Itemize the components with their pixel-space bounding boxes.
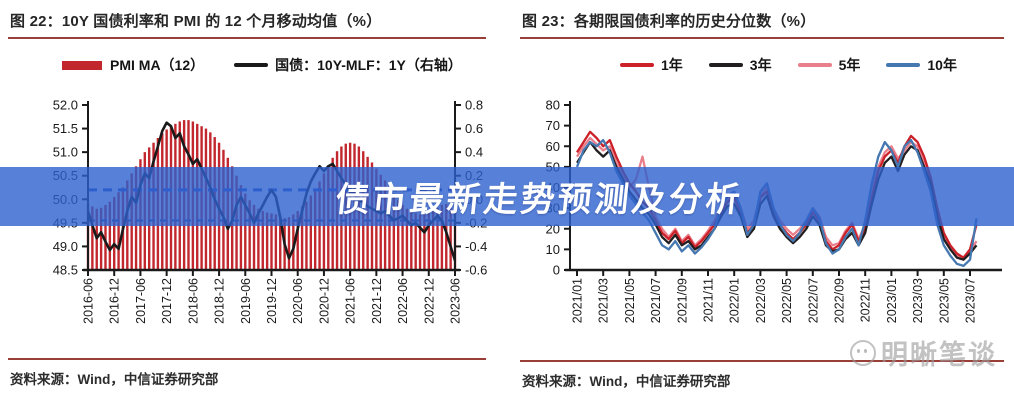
left-axis-tick-label: 49.0 bbox=[53, 239, 78, 254]
watermark-text: 明晰笔谈 bbox=[881, 340, 997, 370]
figure-23-y-label: 70 bbox=[546, 118, 560, 133]
figure-23-y-label: 0 bbox=[553, 263, 560, 278]
bond-spread-legend-label: 国债：10Y-MLF：1Y（右轴） bbox=[275, 57, 462, 73]
figure-23-x-label: 2023/01 bbox=[885, 278, 899, 323]
left-axis-tick-label: 51.5 bbox=[53, 121, 78, 136]
figure-23-y-label: 60 bbox=[546, 139, 560, 154]
legend-label-10y: 10年 bbox=[927, 57, 957, 73]
figure-22-x-label: 2022-06 bbox=[396, 278, 410, 324]
figure-23-legend: 1年 3年 5年 10年 bbox=[620, 55, 957, 75]
figure-23-x-label: 2022/07 bbox=[806, 278, 820, 323]
figure-23-y-label: 10 bbox=[546, 242, 560, 257]
figure-23-title: 图 23：各期限国债利率的历史分位数（%） bbox=[522, 13, 816, 30]
figure-22-x-label: 2018-06 bbox=[186, 278, 200, 324]
right-axis-tick-label: 0.4 bbox=[465, 145, 483, 160]
legend-item-3y: 3年 bbox=[708, 55, 772, 75]
figure-22-x-label: 2020-06 bbox=[291, 278, 305, 324]
figure-23-source: 资料来源：Wind，中信证券研究部 bbox=[522, 374, 731, 389]
right-axis-tick-label: 0.6 bbox=[465, 121, 483, 136]
figure-23-axes bbox=[564, 101, 1002, 276]
legend-item-bond-spread: 国债：10Y-MLF：1Y（右轴） bbox=[234, 55, 462, 75]
pmi-bar-swatch bbox=[62, 60, 102, 70]
legend-item-5y: 5年 bbox=[797, 55, 861, 75]
figure-22-x-label: 2019-12 bbox=[265, 278, 279, 324]
figure-22-title-rule bbox=[8, 37, 486, 39]
figure-23-x-label: 2021/09 bbox=[675, 278, 689, 323]
line-swatch-5y bbox=[797, 63, 832, 67]
line-swatch-3y bbox=[708, 63, 743, 67]
figure-23-x-label: 2022/05 bbox=[780, 278, 794, 323]
figure-22-x-label: 2017-06 bbox=[134, 278, 148, 324]
figure-22-x-label: 2021-06 bbox=[344, 278, 358, 324]
right-axis-tick-label: 0.8 bbox=[465, 98, 483, 113]
left-axis-tick-label: 48.5 bbox=[53, 263, 78, 278]
figure-23-x-label: 2022/03 bbox=[754, 278, 768, 323]
bond-spread-line-swatch bbox=[234, 63, 269, 67]
figure-22-x-label: 2022-12 bbox=[422, 278, 436, 324]
figure-23-y-label: 80 bbox=[546, 98, 560, 113]
figure-23-x-label: 2021/01 bbox=[571, 278, 585, 323]
legend-item-10y: 10年 bbox=[886, 55, 957, 75]
figure-22-legend: PMI MA（12） 国债：10Y-MLF：1Y（右轴） bbox=[62, 55, 462, 75]
figure-23-x-label: 2022/01 bbox=[728, 278, 742, 323]
left-axis-tick-label: 51.0 bbox=[53, 145, 78, 160]
figure-23-x-label: 2021/07 bbox=[649, 278, 663, 323]
figure-23-title-rule bbox=[520, 37, 1004, 39]
figure-23-x-label: 2021/05 bbox=[623, 278, 637, 323]
figure-22-x-label: 2016-06 bbox=[82, 278, 96, 324]
figure-22-source: 资料来源：Wind，中信证券研究部 bbox=[10, 372, 219, 387]
watermark-face-icon bbox=[850, 339, 876, 366]
left-axis-tick-label: 52.0 bbox=[53, 98, 78, 113]
figure-23-x-label: 2021/03 bbox=[597, 278, 611, 323]
figure-23-x-label: 2022/09 bbox=[833, 278, 847, 323]
figure-22-x-label: 2020-12 bbox=[317, 278, 331, 324]
figure-22-source-rule bbox=[8, 358, 486, 360]
right-axis-tick-label: -0.6 bbox=[465, 263, 487, 278]
legend-label-3y: 3年 bbox=[749, 57, 772, 73]
figure-22-title: 图 22：10Y 国债利率和 PMI 的 12 个月移动均值（%） bbox=[10, 13, 382, 30]
figure-23-x-label: 2023/07 bbox=[964, 278, 978, 323]
line-swatch-10y bbox=[886, 63, 921, 67]
figure-22-x-label: 2021-12 bbox=[370, 278, 384, 324]
legend-item-pmi: PMI MA（12） bbox=[62, 55, 204, 75]
right-axis-tick-label: -0.4 bbox=[465, 239, 487, 254]
pmi-legend-label: PMI MA（12） bbox=[110, 57, 205, 73]
figure-22-x-label: 2017-12 bbox=[160, 278, 174, 324]
figure-22-x-label: 2019-06 bbox=[239, 278, 253, 324]
figure-23-x-label: 2022/11 bbox=[859, 278, 873, 322]
legend-item-1y: 1年 bbox=[620, 55, 683, 75]
figure-22-x-label: 2023-06 bbox=[449, 278, 463, 324]
figure-22-x-label: 2018-12 bbox=[213, 278, 227, 324]
figure-22-x-label: 2016-12 bbox=[108, 278, 122, 324]
legend-label-1y: 1年 bbox=[661, 57, 683, 73]
watermark: 明晰笔谈 bbox=[850, 333, 997, 372]
figure-23-source-rule bbox=[520, 360, 1004, 362]
line-swatch-1y bbox=[620, 63, 654, 67]
banner-title: 债市最新走势预测及分析 bbox=[333, 181, 745, 219]
figure-23-x-label: 2023/03 bbox=[911, 278, 925, 323]
legend-label-5y: 5年 bbox=[838, 57, 861, 73]
figure-23-x-label: 2023/05 bbox=[937, 278, 951, 323]
figure-23-x-label: 2021/11 bbox=[702, 278, 716, 322]
banner-overlay: 债市最新走势预测及分析 bbox=[0, 167, 1014, 226]
